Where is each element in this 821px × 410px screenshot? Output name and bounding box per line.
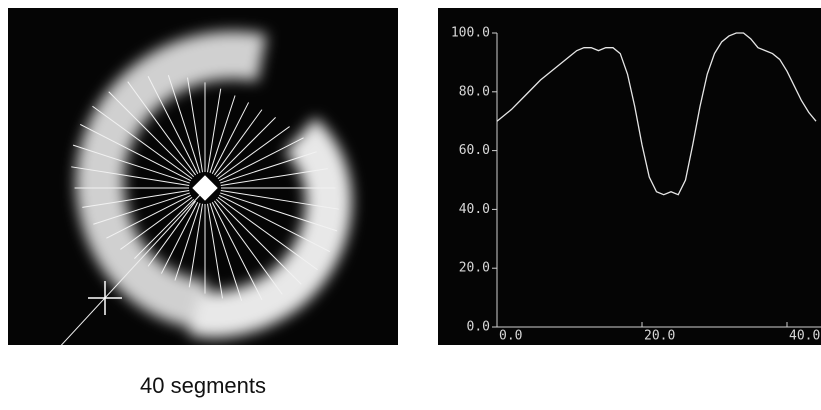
x-tick-label: 40.0 (789, 329, 820, 344)
figure: 0.0 20.0 40.0 60.0 80.0 100.0 0.0 20.0 40.0 40 s… (0, 0, 821, 410)
profile-plot: 0.0 20.0 40.0 60.0 80.0 100.0 0.0 20.0 40.0 (438, 8, 821, 345)
y-tick-label: 80.0 (459, 84, 490, 99)
y-tick-label: 100.0 (451, 26, 490, 41)
plot-background (438, 8, 821, 345)
y-tick-label: 0.0 (467, 320, 490, 335)
y-tick-label: 60.0 (459, 143, 490, 158)
page: {"chart_data": {"type": "line", "caption… (0, 0, 821, 410)
y-tick-label: 40.0 (459, 202, 490, 217)
caption: 40 segments (140, 373, 266, 398)
y-tick-label: 20.0 (459, 261, 490, 276)
x-tick-label: 20.0 (644, 329, 675, 344)
x-tick-label: 0.0 (499, 329, 522, 344)
segmentation-image (8, 8, 398, 352)
